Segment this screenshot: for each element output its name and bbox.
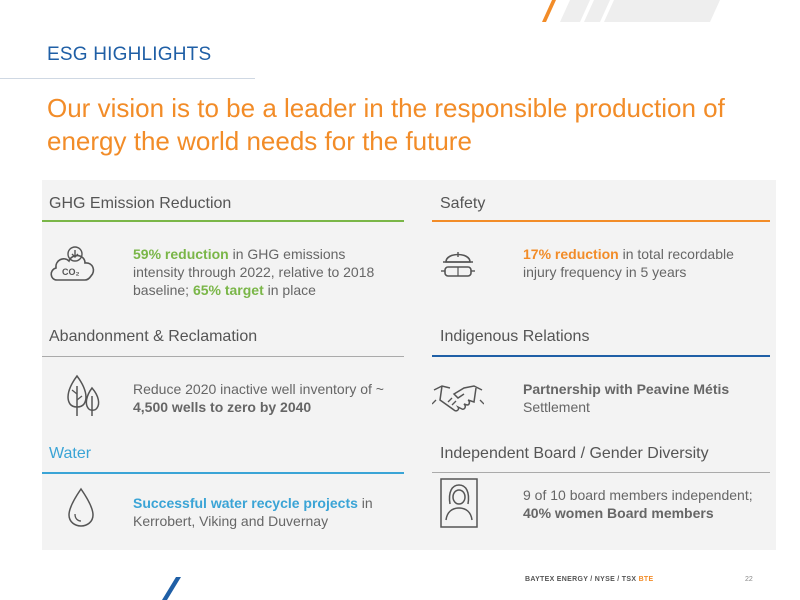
safety-text: 17% reduction in total recordable injury…	[523, 245, 768, 281]
footer-tsx: TSX	[621, 576, 637, 583]
ghg-highlight-2: 65% target	[192, 282, 264, 298]
ghg-text-1: in GHG emissions intensity through 2022,…	[133, 246, 375, 298]
footer-separator: /	[588, 576, 595, 583]
header-decoration	[542, 0, 720, 22]
water-text: Successful water recycle projects in Ker…	[133, 494, 398, 530]
footer-separator: /	[615, 576, 622, 583]
ghg-divider	[42, 220, 404, 222]
abandonment-text-body: Reduce 2020 inactive well inventory of ~	[133, 381, 384, 397]
indigenous-text-body: Settlement	[523, 399, 590, 415]
footer-ticker: BTE	[638, 576, 654, 583]
footer-brand: BAYTEX ENERGY / NYSE / TSX BTE	[525, 576, 653, 583]
indigenous-title: Indigenous Relations	[440, 328, 590, 345]
ghg-text: 59% reduction in GHG emissions intensity…	[133, 245, 388, 299]
water-divider	[42, 472, 404, 474]
co2-cloud-icon: CO₂	[50, 246, 95, 281]
abandonment-divider	[42, 356, 404, 357]
ghg-text-2: in place	[263, 282, 316, 298]
board-divider	[432, 472, 770, 473]
indigenous-highlight: Partnership with Peavine Métis	[523, 381, 730, 397]
co2-label: CO₂	[62, 267, 80, 277]
water-title: Water	[49, 445, 92, 462]
ghg-title: GHG Emission Reduction	[49, 195, 232, 212]
woman-avatar-icon	[440, 478, 478, 528]
hard-hat-goggles-icon	[441, 252, 475, 277]
ghg-highlight: 59% reduction	[133, 246, 229, 262]
safety-highlight: 17% reduction	[523, 246, 619, 262]
safety-divider	[432, 220, 770, 222]
footer-nyse: NYSE	[594, 576, 616, 583]
highlights-panel	[42, 180, 776, 550]
safety-title: Safety	[440, 195, 486, 212]
board-text: 9 of 10 board members independent; 40% w…	[523, 486, 773, 522]
water-text-body: in Kerrobert, Viking and Duvernay	[133, 495, 373, 529]
handshake-icon	[432, 385, 484, 412]
water-drop-icon	[68, 487, 94, 527]
safety-text-body: in total recordable injury frequency in …	[523, 246, 734, 280]
section-divider	[0, 78, 255, 79]
abandonment-title: Abandonment & Reclamation	[49, 328, 258, 345]
section-label: ESG HIGHLIGHTS	[47, 44, 212, 65]
board-text-body: 9 of 10 board members independent;	[523, 487, 753, 503]
indigenous-text: Partnership with Peavine Métis Settlemen…	[523, 380, 733, 416]
indigenous-divider	[432, 355, 770, 357]
abandonment-text: Reduce 2020 inactive well inventory of ~…	[133, 380, 388, 416]
footer-slash-mark	[162, 577, 181, 600]
headline: Our vision is to be a leader in the resp…	[47, 93, 725, 156]
board-highlight: 40% women Board members	[523, 505, 714, 521]
board-title: Independent Board / Gender Diversity	[440, 445, 709, 462]
footer-company: BAYTEX ENERGY	[525, 576, 589, 583]
page-number: 22	[745, 576, 753, 583]
water-highlight: Successful water recycle projects	[133, 495, 358, 511]
trees-icon	[67, 374, 100, 416]
abandonment-highlight: 4,500 wells to zero by 2040	[133, 399, 312, 415]
